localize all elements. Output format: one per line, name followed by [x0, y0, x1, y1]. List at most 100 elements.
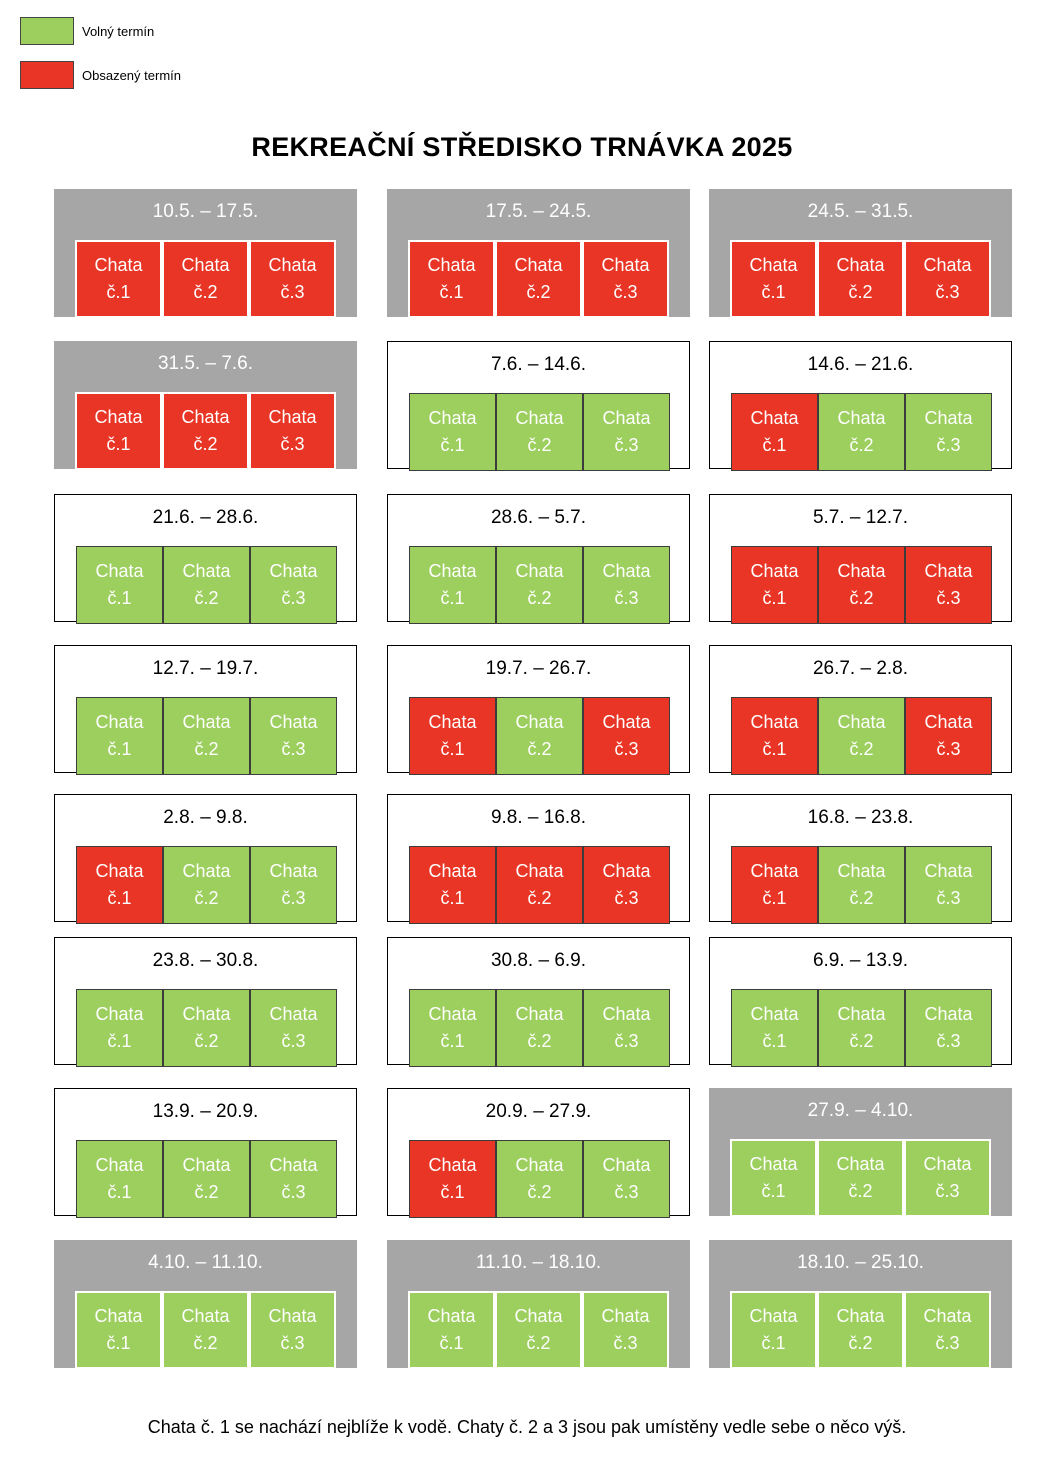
footer-note: Chata č. 1 se nachází nejblíže k vodě. C…: [147, 1417, 907, 1437]
cabin-row: Chata č.1 Chata č.2 Chata č.3: [409, 546, 670, 624]
cabin-3-booked: Chata č.3: [249, 392, 336, 470]
cabin-1-available: Chata č.1: [76, 697, 163, 775]
cabin-number: č.3: [935, 282, 960, 302]
week-date: 31.5. – 7.6.: [157, 353, 254, 374]
cabin-number: č.2: [194, 739, 219, 759]
cabin-1-booked: Chata č.1: [409, 697, 496, 775]
cabin-number: č.2: [848, 282, 873, 302]
cabin-number: č.3: [613, 282, 638, 302]
cabin-2-available: Chata č.2: [817, 1139, 904, 1217]
cabin-3-available: Chata č.3: [583, 393, 670, 471]
cabin-2-available: Chata č.2: [163, 846, 250, 924]
cabin-3-booked: Chata č.3: [583, 697, 670, 775]
cabin-number: č.3: [281, 739, 306, 759]
cabin-number: č.3: [280, 282, 305, 302]
week-date: 11.10. – 18.10.: [475, 1252, 602, 1273]
cabin-number: č.1: [440, 739, 465, 759]
cabin-word: Chata: [181, 1306, 230, 1326]
cabin-number: č.1: [439, 1333, 464, 1353]
legend-swatch-booked: [20, 61, 74, 89]
cabin-number: č.1: [107, 1182, 132, 1202]
cabin-word: Chata: [515, 1155, 564, 1175]
cabin-word: Chata: [269, 712, 318, 732]
cabin-1-available: Chata č.1: [409, 393, 496, 471]
cabin-number: č.2: [193, 282, 218, 302]
cabin-2-booked: Chata č.2: [162, 240, 249, 318]
cabin-word: Chata: [182, 561, 231, 581]
week-card: 14.6. – 21.6. Chata č.1 Chata č.2 Chata č.3: [709, 341, 1012, 471]
cabin-3-available: Chata č.3: [583, 546, 670, 624]
cabin-word: Chata: [269, 861, 318, 881]
cabin-2-available: Chata č.2: [817, 1291, 904, 1369]
cabin-number: č.3: [936, 588, 961, 608]
cabin-word: Chata: [923, 255, 972, 275]
cabin-word: Chata: [428, 1155, 477, 1175]
week-card: 16.8. – 23.8. Chata č.1 Chata č.2 Chata č.3: [709, 794, 1012, 924]
cabin-word: Chata: [268, 407, 317, 427]
cabin-row: Chata č.1 Chata č.2 Chata č.3: [75, 240, 336, 318]
cabin-number: č.3: [281, 588, 306, 608]
cabin-number: č.2: [193, 434, 218, 454]
cabin-word: Chata: [94, 1306, 143, 1326]
cabin-2-available: Chata č.2: [162, 1291, 249, 1369]
week-card: 23.8. – 30.8. Chata č.1 Chata č.2 Chata č.3: [54, 937, 357, 1067]
cabin-number: č.2: [194, 888, 219, 908]
cabin-3-booked: Chata č.3: [905, 697, 992, 775]
week-card: 31.5. – 7.6. Chata č.1 Chata č.2 Chata č.3: [54, 341, 357, 470]
cabin-word: Chata: [749, 255, 798, 275]
cabin-number: č.1: [440, 588, 465, 608]
cabin-3-booked: Chata č.3: [249, 240, 336, 318]
week-date: 12.7. – 19.7.: [152, 658, 259, 679]
week-date: 9.8. – 16.8.: [490, 807, 587, 828]
legend-item-booked: Obsazený termín: [20, 61, 181, 89]
cabin-number: č.1: [440, 1182, 465, 1202]
cabin-row: Chata č.1 Chata č.2 Chata č.3: [75, 1291, 336, 1369]
cabin-number: č.1: [106, 282, 131, 302]
week-card: 4.10. – 11.10. Chata č.1 Chata č.2 Chata č.3: [54, 1240, 357, 1369]
cabin-number: č.2: [527, 1182, 552, 1202]
week-card: 21.6. – 28.6. Chata č.1 Chata č.2 Chata č.3: [54, 494, 357, 624]
week-date: 13.9. – 20.9.: [152, 1101, 259, 1122]
week-card: 9.8. – 16.8. Chata č.1 Chata č.2 Chata č.3: [387, 794, 690, 924]
cabin-1-booked: Chata č.1: [731, 697, 818, 775]
cabin-3-available: Chata č.3: [905, 846, 992, 924]
cabin-row: Chata č.1 Chata č.2 Chata č.3: [75, 392, 336, 470]
cabin-word: Chata: [182, 712, 231, 732]
cabin-1-booked: Chata č.1: [76, 846, 163, 924]
cabin-word: Chata: [924, 561, 973, 581]
cabin-number: č.2: [849, 1031, 874, 1051]
week-date: 18.10. – 25.10.: [797, 1252, 924, 1273]
week-date: 27.9. – 4.10.: [807, 1100, 914, 1121]
cabin-1-booked: Chata č.1: [409, 846, 496, 924]
cabin-word: Chata: [837, 712, 886, 732]
cabin-row: Chata č.1 Chata č.2 Chata č.3: [409, 846, 670, 924]
cabin-number: č.3: [935, 1333, 960, 1353]
cabin-number: č.1: [440, 888, 465, 908]
cabin-number: č.2: [194, 588, 219, 608]
cabin-number: č.2: [849, 888, 874, 908]
cabin-2-available: Chata č.2: [496, 989, 583, 1067]
cabin-number: č.2: [849, 588, 874, 608]
cabin-word: Chata: [95, 561, 144, 581]
cabin-number: č.1: [107, 888, 132, 908]
cabin-number: č.2: [527, 588, 552, 608]
cabin-word: Chata: [268, 1306, 317, 1326]
cabin-number: č.1: [762, 1031, 787, 1051]
cabin-number: č.2: [527, 1031, 552, 1051]
cabin-word: Chata: [268, 255, 317, 275]
week-date: 17.5. – 24.5.: [485, 201, 592, 222]
cabin-number: č.2: [848, 1333, 873, 1353]
cabin-word: Chata: [601, 1306, 650, 1326]
cabin-3-available: Chata č.3: [904, 1139, 991, 1217]
cabin-number: č.3: [281, 1031, 306, 1051]
cabin-2-available: Chata č.2: [163, 989, 250, 1067]
cabin-3-booked: Chata č.3: [583, 846, 670, 924]
cabin-word: Chata: [750, 561, 799, 581]
cabin-number: č.1: [107, 739, 132, 759]
cabin-number: č.1: [440, 435, 465, 455]
cabin-word: Chata: [428, 561, 477, 581]
week-date: 30.8. – 6.9.: [490, 950, 587, 971]
cabin-row: Chata č.1 Chata č.2 Chata č.3: [730, 240, 991, 318]
cabin-number: č.2: [849, 739, 874, 759]
cabin-3-booked: Chata č.3: [905, 546, 992, 624]
